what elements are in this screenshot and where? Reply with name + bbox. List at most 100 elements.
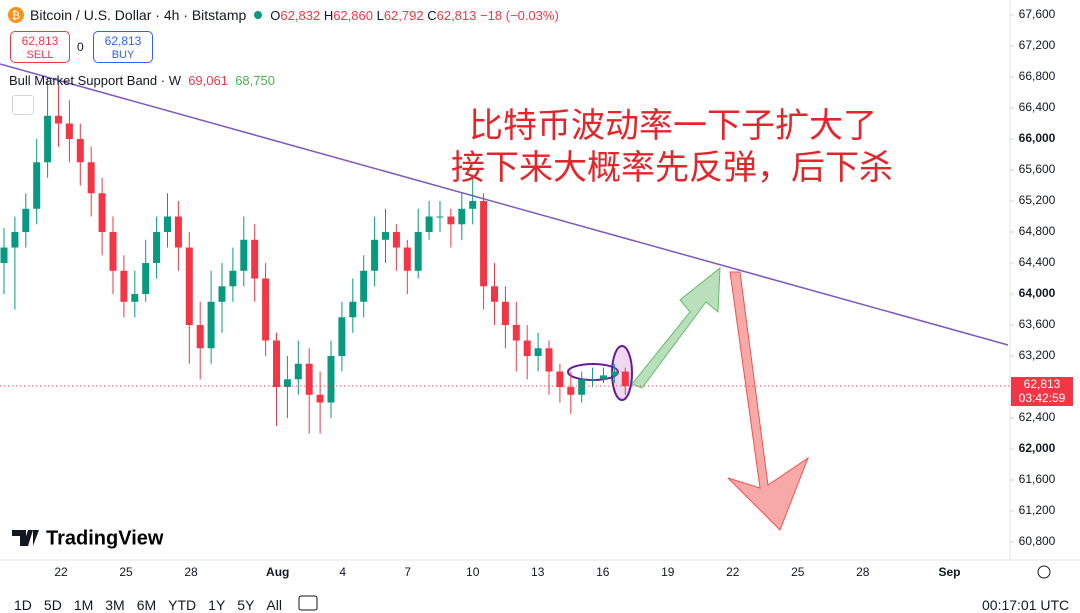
sell-price: 62,813 [21,34,59,48]
y-tick-label: 60,800 [1019,534,1056,548]
x-tick-label: 22 [726,565,740,579]
indicator-legend: Bull Market Support Band · W 69,061 68,7… [9,73,275,88]
candle-body [33,162,41,209]
candle-body [87,162,95,194]
candle-body [218,286,226,302]
candle-body [55,115,62,124]
spread: 0 [77,40,84,54]
candle-body [371,239,379,271]
btc-icon: ₿ [8,7,24,23]
sell-label: SELL [26,49,54,61]
range-button[interactable]: 1M [73,597,94,613]
candle-body [480,201,488,287]
candle-body [621,371,629,387]
y-tick-label: 64,800 [1019,224,1056,238]
ohlc-value: 62,792 [383,7,424,23]
indicator-value: 69,061 [188,73,228,88]
range-button[interactable]: 6M [136,597,157,613]
buy-price: 62,813 [104,34,142,48]
y-tick-label: 66,800 [1019,69,1056,83]
candle-body [185,247,193,326]
candle-body [491,286,498,302]
price-tag-value: 62,813 [1024,377,1061,391]
ohlc: O62,832 H62,860 L62,792 C62,813 −18 (−0.… [270,8,558,23]
y-tick-label: 66,400 [1019,100,1056,114]
buy-label: BUY [111,49,135,61]
indicator-name: Bull Market Support Band · W [9,73,181,88]
candle-body [534,348,542,357]
svg-text:₿: ₿ [12,10,20,22]
candle-body [305,363,313,395]
x-tick-label: 16 [596,565,610,579]
candle-body [98,193,106,233]
y-tick-label: 61,200 [1019,503,1056,517]
y-tick-label: 61,600 [1019,472,1056,486]
price-tag [1011,377,1073,406]
range-button[interactable]: 1D [14,597,32,613]
candle-body [251,239,259,279]
x-tick-label: 28 [856,565,870,579]
candle-body [262,278,270,341]
candle-body [556,371,564,388]
y-tick-label: 62,000 [1019,441,1056,455]
range-button[interactable]: 5Y [237,597,255,613]
range-button[interactable]: YTD [168,597,197,613]
candle-body [0,247,8,264]
settings-icon[interactable] [1037,565,1051,579]
candle-body [153,232,161,264]
range-button[interactable]: All [266,597,282,613]
tradingview-logo: TradingView [12,527,164,549]
annotation: 接下来大概率先反弹，后下杀 [451,149,893,187]
y-tick-label: 66,000 [1019,131,1056,145]
symbol-header: ₿ Bitcoin / U.S. Dollar · 4h · Bitstamp … [8,7,559,23]
symbol-name: Bitcoin / U.S. Dollar · 4h · Bitstamp [30,7,247,23]
candle-body [44,115,52,163]
ohlc-value: 62,813 [436,7,477,23]
x-tick-label: 4 [339,565,346,579]
sell-button[interactable]: 62,813 SELL [10,31,70,63]
candle-body [567,387,575,395]
x-tick-label: 25 [791,565,805,579]
buy-button[interactable]: 62,813 BUY [93,31,153,63]
candle-body [65,123,73,140]
candle-body [120,270,128,302]
y-tick-label: 63,600 [1019,317,1056,331]
y-tick-label: 63,200 [1019,348,1056,362]
down-arrow [727,271,810,531]
candle-body [76,139,84,163]
candle-body [403,247,411,271]
range-button[interactable]: 3M [105,597,125,613]
candle-body [294,363,302,380]
range-button[interactable]: 5D [43,597,62,613]
candle-body [22,208,30,233]
candle-body [109,232,117,271]
collapse-button[interactable] [12,95,34,115]
candle-body [207,301,215,349]
candle-body [196,325,204,349]
x-tick-label: 13 [531,565,545,579]
x-tick-label: Sep [938,565,960,579]
ohlc-label: H [323,7,334,23]
candle-body [174,216,182,248]
candle-body [447,216,455,225]
y-tick-label: 65,600 [1019,162,1056,176]
candle-body [469,201,477,209]
date-range-icon[interactable] [298,595,318,611]
candle-body [142,263,150,295]
x-tick-label: Aug [266,565,289,579]
candle-body [273,340,280,388]
indicator-value: 68,750 [235,73,275,88]
candle-body [425,216,433,233]
ohlc-label: C [427,7,437,23]
candle-body [164,216,171,233]
candle-body [589,379,597,381]
candle-body [360,270,368,302]
candle-body [327,356,335,403]
candle-body [458,208,466,225]
x-tick-label: 19 [661,565,675,579]
y-tick-label: 67,200 [1019,38,1056,52]
x-tick-label: 22 [54,565,68,579]
range-button[interactable]: 1Y [208,597,226,613]
ohlc-value: 62,860 [333,7,373,23]
